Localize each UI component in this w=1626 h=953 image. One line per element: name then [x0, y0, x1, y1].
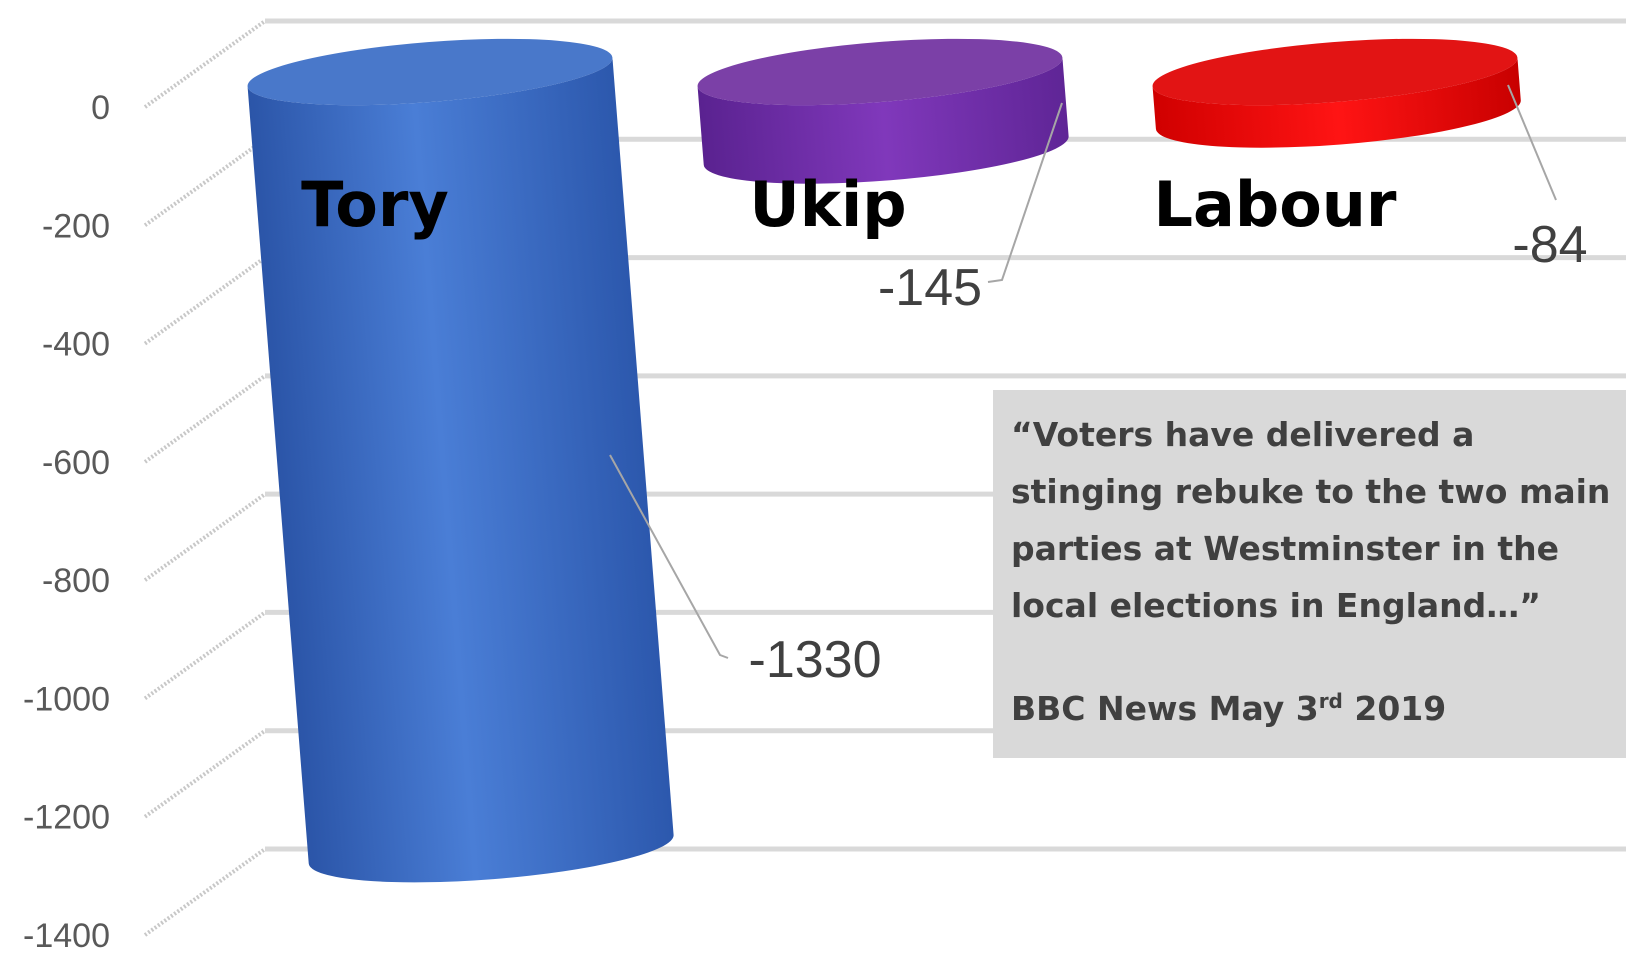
quote-text: “Voters have delivered a stinging rebuke… — [1011, 415, 1611, 625]
bar-tory — [247, 38, 674, 883]
bar-labour — [1152, 38, 1521, 148]
category-label-labour: Labour — [1153, 168, 1396, 241]
gridline-depth-400 — [143, 255, 267, 346]
quote-source-sup: rd — [1318, 689, 1343, 713]
bar-cap-ukip — [697, 38, 1063, 106]
quote-source-prefix: BBC News May 3 — [1011, 689, 1319, 728]
labels: Tory Ukip Labour -1330 -145 -84 — [301, 168, 1587, 689]
leader-lines — [609, 84, 1557, 659]
category-label-tory: Tory — [301, 168, 449, 241]
y-tick-label: -800 — [42, 562, 110, 600]
bar-ukip — [697, 38, 1069, 184]
y-tick-label: -1400 — [23, 917, 110, 953]
data-label-labour: -84 — [1512, 216, 1587, 274]
y-tick-label: 0 — [91, 89, 110, 127]
gridline-depth-1200 — [143, 729, 267, 819]
data-label-tory: -1330 — [749, 631, 882, 689]
bar-cap-labour — [1152, 38, 1518, 106]
y-tick-label: -1200 — [23, 799, 110, 837]
y-axis: 0 -200 -400 -600 -800 -1000 -1200 -1400 — [23, 89, 110, 953]
gridline-depth-800 — [143, 492, 267, 582]
quote-source-suffix: 2019 — [1342, 689, 1447, 728]
bar-body-tory — [247, 57, 674, 883]
gridline-depth-0 — [143, 19, 267, 109]
category-label-ukip: Ukip — [749, 168, 906, 241]
gridline-depth-200 — [143, 137, 267, 227]
quote-box: “Voters have delivered a stinging rebuke… — [993, 390, 1626, 758]
gridline-depth-1400 — [143, 847, 267, 937]
data-label-ukip: -145 — [878, 259, 982, 317]
gridline-depth-600 — [143, 374, 267, 464]
bar-body-ukip — [697, 57, 1069, 184]
y-tick-label: -200 — [42, 207, 110, 245]
y-tick-label: -1000 — [23, 680, 110, 718]
y-tick-label: -600 — [42, 444, 110, 482]
leader-line-ukip — [987, 102, 1063, 283]
quote-source: BBC News May 3rd 2019 — [1011, 689, 1626, 728]
bar-body-labour — [1152, 57, 1521, 148]
leader-line-tory — [609, 454, 729, 659]
gridline-depth-1000 — [143, 610, 267, 701]
y-tick-label: -400 — [42, 326, 110, 364]
bars — [247, 38, 1521, 883]
leader-line-labour — [1507, 84, 1557, 201]
bar-cap-tory — [247, 38, 613, 106]
